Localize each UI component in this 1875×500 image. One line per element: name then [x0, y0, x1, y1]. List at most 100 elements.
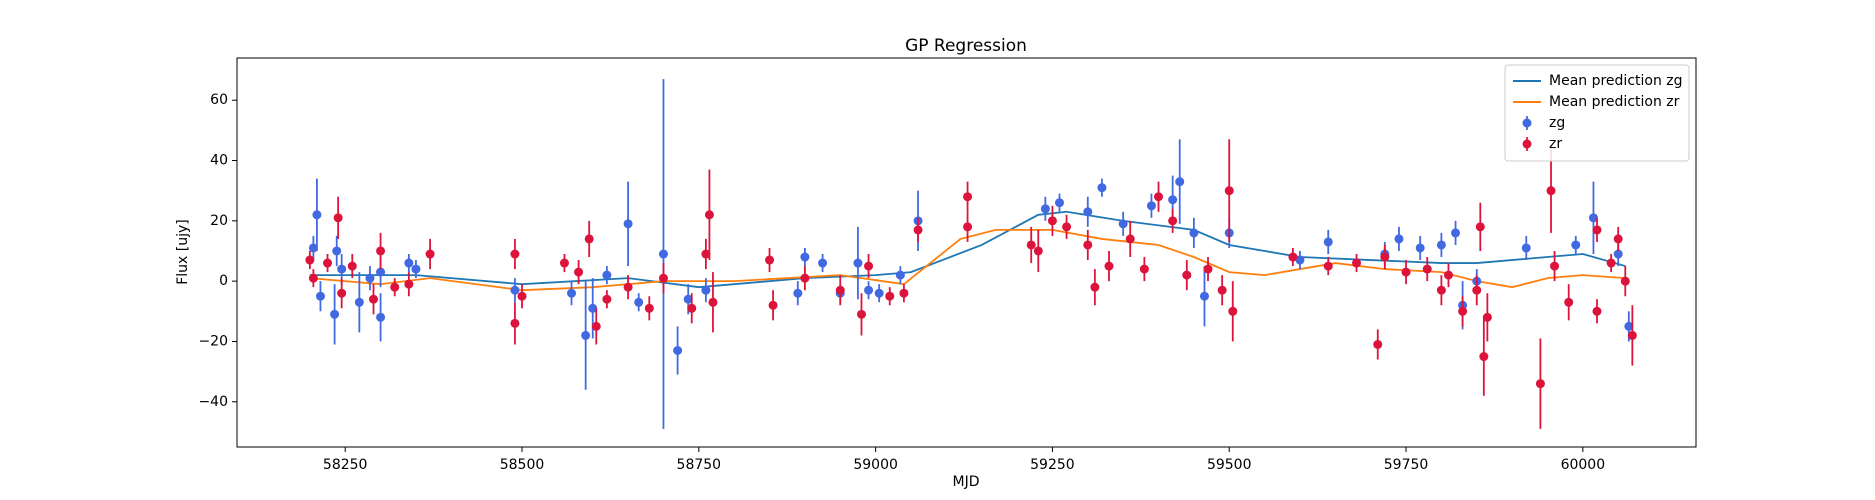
y-tick-label: 0: [219, 273, 228, 289]
legend-marker: [1522, 139, 1532, 149]
data-point: [337, 288, 347, 298]
data-point: [1613, 249, 1623, 259]
x-tick-label: 58750: [677, 457, 722, 473]
data-point: [885, 291, 895, 301]
legend-label: Mean prediction zr: [1549, 94, 1680, 110]
data-point: [1168, 195, 1178, 205]
data-point: [658, 273, 668, 283]
chart-title: GP Regression: [905, 36, 1027, 56]
data-point: [376, 246, 386, 256]
data-point: [510, 249, 520, 259]
legend-marker: [1522, 118, 1532, 128]
data-point: [404, 258, 414, 268]
data-point: [623, 219, 633, 229]
data-point: [365, 273, 375, 283]
data-point: [376, 267, 386, 277]
data-point: [368, 294, 378, 304]
data-point: [425, 249, 435, 259]
data-point: [308, 273, 318, 283]
data-point: [1033, 246, 1043, 256]
data-point: [1203, 264, 1213, 274]
data-point: [1546, 186, 1556, 196]
data-point: [510, 318, 520, 328]
data-point: [1550, 261, 1560, 271]
legend-label: Mean prediction zg: [1549, 73, 1683, 89]
data-point: [581, 330, 591, 340]
y-tick-label: 60: [210, 92, 228, 108]
data-point: [1104, 261, 1114, 271]
data-point: [1521, 243, 1531, 253]
y-tick-label: −20: [198, 333, 228, 349]
x-tick-label: 59750: [1384, 457, 1429, 473]
data-point: [411, 264, 421, 274]
legend-box: [1504, 64, 1690, 162]
x-tick-label: 59250: [1030, 457, 1075, 473]
data-point: [1613, 234, 1623, 244]
data-point: [1606, 258, 1616, 268]
data-point: [574, 267, 584, 277]
data-point: [584, 234, 594, 244]
data-point: [315, 291, 325, 301]
data-point: [1228, 306, 1238, 316]
data-point: [853, 258, 863, 268]
data-point: [1458, 306, 1468, 316]
data-point: [835, 285, 845, 295]
data-point: [1415, 243, 1425, 253]
data-point: [899, 288, 909, 298]
data-point: [1090, 282, 1100, 292]
data-point: [874, 288, 884, 298]
data-point: [1373, 339, 1383, 349]
data-point: [1624, 321, 1634, 331]
data-point: [1217, 285, 1227, 295]
data-point: [1592, 306, 1602, 316]
data-point: [913, 225, 923, 235]
legend-label: zg: [1549, 115, 1565, 131]
y-tick-label: 40: [210, 153, 228, 169]
data-point: [1168, 216, 1178, 226]
data-point: [1054, 198, 1064, 208]
data-point: [308, 243, 318, 253]
data-point: [1422, 264, 1432, 274]
data-point: [510, 285, 520, 295]
plot-frame: [236, 57, 1697, 448]
data-point: [634, 297, 644, 307]
data-point: [1026, 240, 1036, 250]
data-point: [1189, 228, 1199, 238]
data-point: [332, 246, 342, 256]
x-tick-label: 59000: [853, 457, 898, 473]
data-point: [1083, 240, 1093, 250]
data-point: [1472, 285, 1482, 295]
data-point: [1588, 213, 1598, 223]
plot-area: [305, 79, 1637, 429]
data-point: [305, 255, 315, 265]
data-point: [1295, 255, 1305, 265]
data-point: [1083, 207, 1093, 217]
data-point: [963, 222, 973, 232]
data-point: [559, 258, 569, 268]
data-point: [1139, 264, 1149, 274]
data-point: [1620, 276, 1630, 286]
data-point: [1401, 267, 1411, 277]
data-point: [658, 249, 668, 259]
data-point: [768, 300, 778, 310]
data-point: [591, 321, 601, 331]
data-point: [818, 258, 828, 268]
data-point: [390, 282, 400, 292]
data-point: [1146, 201, 1156, 211]
data-point: [856, 309, 866, 319]
data-point: [793, 288, 803, 298]
data-point: [354, 297, 364, 307]
data-point: [687, 303, 697, 313]
data-point: [376, 312, 386, 322]
data-point: [623, 282, 633, 292]
data-point: [347, 261, 357, 271]
data-point: [1175, 177, 1185, 187]
data-point: [895, 270, 905, 280]
data-point: [1571, 240, 1581, 250]
data-point: [404, 279, 414, 289]
x-tick-label: 60000: [1561, 457, 1606, 473]
y-axis-label: Flux [ujy]: [175, 219, 191, 285]
data-point: [1125, 234, 1135, 244]
data-point: [765, 255, 775, 265]
